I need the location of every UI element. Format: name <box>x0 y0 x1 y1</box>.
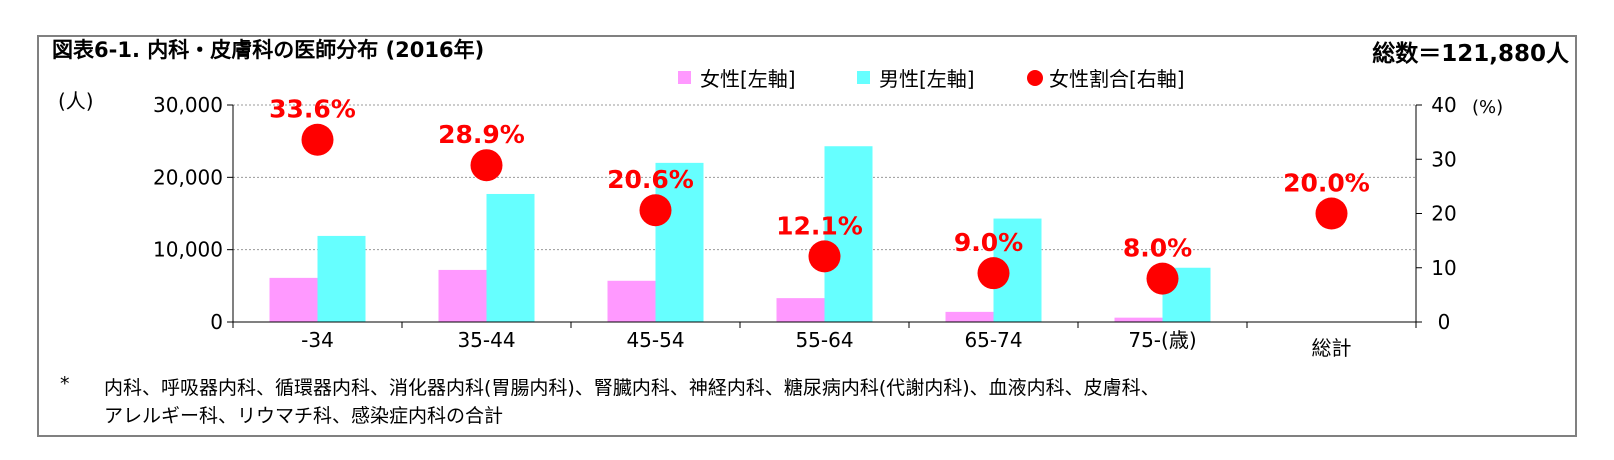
y-right-tick-label: 20 <box>1431 202 1456 226</box>
x-tick-label: 45-54 <box>626 328 684 352</box>
ratio-marker <box>470 149 503 182</box>
x-tick-label: 総計 <box>1312 336 1352 360</box>
y-left-tick-label: 0 <box>210 310 223 334</box>
chart-title: 図表6-1. 内科・皮膚科の医師分布 (2016年) <box>52 38 485 62</box>
note-line-2: アレルギー科、リウマチ科、感染症内科の合計 <box>104 405 504 427</box>
ratio-marker <box>977 257 1010 290</box>
y-right-tick-label: 10 <box>1431 256 1456 280</box>
ratio-data-label: 8.0% <box>1123 234 1192 263</box>
note-marker: * <box>60 373 70 395</box>
note-line-1: 内科、呼吸器内科、循環器内科、消化器内科(胃腸内科)、腎臓内科、神経内科、糖尿病… <box>104 377 1160 399</box>
ratio-data-label: 12.1% <box>776 211 863 240</box>
ratio-marker <box>1146 262 1179 295</box>
x-tick-label: 75-(歳) <box>1128 328 1196 352</box>
legend-swatch <box>857 71 870 84</box>
ratio-marker <box>639 194 672 227</box>
x-tick-label: 55-64 <box>795 328 853 352</box>
y-right-axis-label: (%) <box>1472 97 1503 118</box>
x-tick-label: 65-74 <box>964 328 1022 352</box>
y-right-tick-label: 40 <box>1431 93 1456 117</box>
ratio-data-label: 33.6% <box>269 95 356 124</box>
y-left-tick-label: 20,000 <box>153 165 223 189</box>
bar-female <box>269 277 318 322</box>
ratio-data-label: 20.0% <box>1283 169 1370 198</box>
legend-label: 女性[左軸] <box>700 67 796 91</box>
y-left-tick-label: 30,000 <box>153 93 223 117</box>
ratio-marker <box>301 123 334 156</box>
bar-male <box>486 193 535 322</box>
bar-male <box>655 162 704 322</box>
ratio-marker <box>808 240 841 273</box>
y-left-axis-label: (人) <box>58 89 94 113</box>
ratio-data-label: 28.9% <box>438 120 525 149</box>
bar-female <box>776 298 825 322</box>
bar-female <box>607 280 656 322</box>
bar-female <box>945 311 994 322</box>
ratio-marker <box>1315 197 1348 230</box>
chart-frame <box>37 35 1577 437</box>
legend-swatch <box>678 71 691 84</box>
legend-label: 男性[左軸] <box>879 67 975 91</box>
x-tick-label: 35-44 <box>457 328 515 352</box>
bar-male <box>824 146 873 322</box>
total-count: 総数＝121,880人 <box>1372 41 1569 67</box>
bar-male <box>317 235 366 322</box>
y-left-tick-label: 10,000 <box>153 238 223 262</box>
legend-label: 女性割合[右軸] <box>1049 67 1185 91</box>
bar-female <box>1114 317 1163 322</box>
y-right-tick-label: 30 <box>1431 147 1456 171</box>
x-tick-label: -34 <box>301 328 334 352</box>
ratio-data-label: 9.0% <box>954 228 1023 257</box>
y-right-tick-label: 0 <box>1438 310 1451 334</box>
ratio-data-label: 20.6% <box>607 165 694 194</box>
legend-swatch <box>1027 70 1043 86</box>
bar-female <box>438 269 487 322</box>
